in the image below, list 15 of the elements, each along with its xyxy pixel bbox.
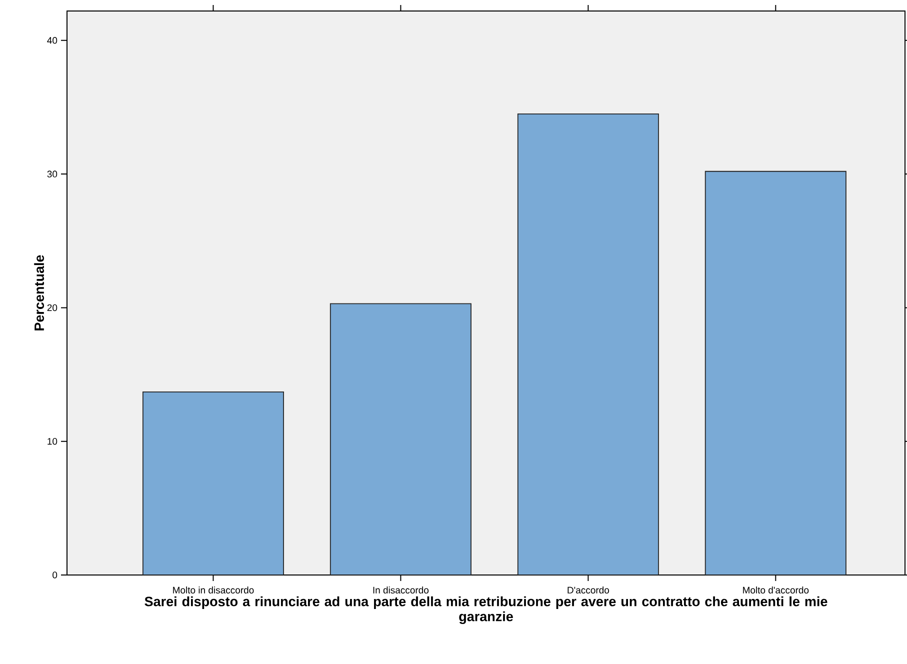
- x-tick-label: D'accordo: [568, 586, 610, 594]
- y-axis-title: Percentuale: [34, 255, 44, 330]
- bar: [704, 170, 846, 575]
- bar: [142, 392, 284, 575]
- x-tick-label: In disaccordo: [373, 586, 429, 594]
- x-tick-label: Molto d'accordo: [743, 586, 809, 594]
- y-tick-label: 30: [47, 170, 58, 178]
- bar: [330, 303, 472, 575]
- y-tick-label: 20: [47, 304, 58, 312]
- x-axis-title: Sarei disposto a rinunciare ad una parte della mia retribuzione per avere un contratto che aumenti le mie garanzie: [144, 596, 828, 624]
- bar: [517, 113, 659, 575]
- x-tick-label: Molto in disaccordo: [173, 586, 254, 594]
- y-tick-label: 0: [52, 572, 58, 578]
- y-tick-label: 10: [48, 438, 58, 445]
- y-tick-label: 40: [47, 37, 58, 44]
